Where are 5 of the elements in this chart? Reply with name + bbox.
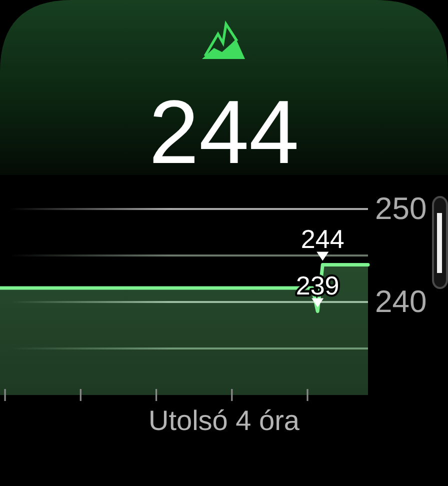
annotation: 244 [300,224,344,254]
y-tick-label: 250 [375,190,427,226]
x-axis-title: Utolsó 4 óra [148,405,300,436]
chart-title: 244 [148,83,300,183]
y-tick-label: 240 [375,284,427,319]
